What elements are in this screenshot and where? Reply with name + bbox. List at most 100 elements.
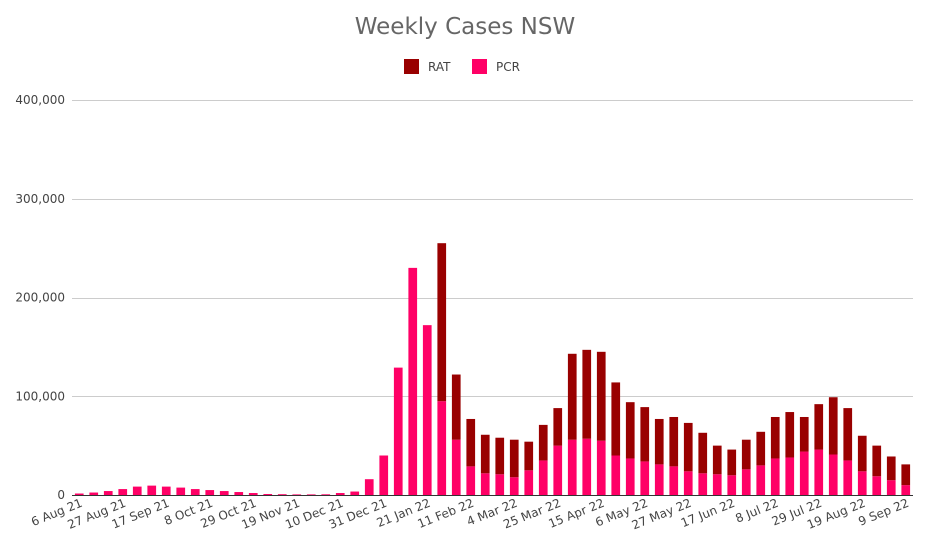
bar-pcr [640, 461, 650, 495]
bar-pcr [132, 486, 142, 495]
bar-pcr [248, 493, 258, 495]
bar-pcr [698, 473, 708, 495]
bar-pcr [74, 493, 84, 495]
bar-rat [857, 435, 867, 472]
bar-rat [683, 422, 693, 472]
bar-pcr [89, 492, 99, 495]
bar-pcr [553, 445, 563, 495]
legend-swatch-rat [404, 59, 419, 74]
bar-pcr [321, 494, 331, 495]
bar-pcr [799, 451, 809, 495]
y-tick-label: 0 [57, 488, 65, 502]
bar-pcr [538, 460, 548, 495]
bar-pcr [306, 494, 316, 495]
bar-pcr [814, 449, 824, 495]
bar-pcr [437, 401, 447, 495]
bar-pcr [683, 471, 693, 495]
bar-rat [553, 408, 563, 446]
bar-rat [582, 349, 592, 439]
bar-pcr [364, 479, 374, 495]
bar-rat [625, 402, 635, 459]
bar-pcr [147, 485, 157, 495]
legend-label-pcr: PCR [496, 60, 520, 74]
bar-rat [654, 418, 664, 465]
bar-pcr [654, 464, 664, 495]
bar-pcr [480, 473, 490, 495]
bar-pcr [466, 466, 476, 495]
bar-rat [814, 404, 824, 450]
bar-rat [451, 374, 461, 440]
bar-rat [495, 437, 505, 475]
bar-pcr [901, 485, 911, 495]
bar-rat [538, 424, 548, 461]
bar-rat [741, 439, 751, 470]
bar-pcr [857, 471, 867, 495]
bar-pcr [205, 490, 215, 495]
bar-pcr [596, 440, 606, 495]
bar-pcr [727, 475, 737, 495]
bar-pcr [828, 454, 838, 495]
bar-rat [712, 445, 722, 475]
bar-pcr [611, 455, 621, 495]
y-tick-label: 400,000 [15, 93, 65, 107]
legend: RAT PCR [404, 59, 520, 74]
gridlines [72, 100, 913, 397]
bar-pcr [335, 493, 345, 495]
bar-rat [437, 243, 447, 402]
bar-pcr [103, 491, 113, 495]
bar-pcr [118, 489, 128, 495]
bar-rat [727, 449, 737, 476]
bar-pcr [582, 438, 592, 495]
bar-rat [843, 408, 853, 461]
bar-rat [785, 412, 795, 458]
bar-pcr [872, 476, 882, 495]
bar-rat [524, 441, 534, 471]
bar-pcr [509, 477, 519, 495]
bar-pcr [756, 465, 766, 495]
bar-rat [872, 445, 882, 477]
bar-pcr [741, 469, 751, 495]
bar-rat [799, 416, 809, 452]
bar-pcr [219, 491, 229, 495]
bar-pcr [176, 487, 186, 495]
x-tick-label: 9 Sep 22 [856, 496, 911, 529]
bar-pcr [495, 474, 505, 495]
bar-rat [698, 432, 708, 474]
bar-pcr [524, 470, 534, 495]
bar-pcr [422, 325, 432, 495]
y-tick-label: 100,000 [15, 389, 65, 403]
bar-pcr [669, 466, 679, 495]
bar-rat [669, 416, 679, 467]
bar-pcr [451, 439, 461, 495]
bar-pcr [625, 458, 635, 495]
bar-rat [770, 416, 780, 459]
bar-pcr [161, 486, 171, 495]
bar-rat [480, 434, 490, 474]
bar-pcr [770, 458, 780, 495]
legend-swatch-pcr [472, 59, 487, 74]
bar-rat [640, 407, 650, 462]
bar-pcr [350, 491, 360, 495]
bar-rat [901, 464, 911, 486]
bar-pcr [277, 494, 287, 495]
y-tick-label: 200,000 [15, 291, 65, 305]
bar-rat [567, 353, 577, 440]
bar-pcr [886, 480, 896, 495]
bar-pcr [567, 439, 577, 495]
y-tick-label: 300,000 [15, 192, 65, 206]
bar-pcr [785, 457, 795, 495]
bar-pcr [190, 489, 200, 495]
y-axis: 0 100,000 200,000 300,000 400,000 [15, 93, 65, 502]
bar-pcr [712, 474, 722, 495]
bar-rat [611, 382, 621, 456]
bar-pcr [292, 494, 302, 495]
bar-rat [756, 431, 766, 466]
bar-rat [828, 397, 838, 455]
bars [74, 243, 911, 495]
bar-pcr [843, 460, 853, 495]
bar-pcr [408, 267, 418, 495]
bar-rat [596, 351, 606, 441]
bar-rat [509, 439, 519, 478]
bar-pcr [379, 455, 389, 495]
